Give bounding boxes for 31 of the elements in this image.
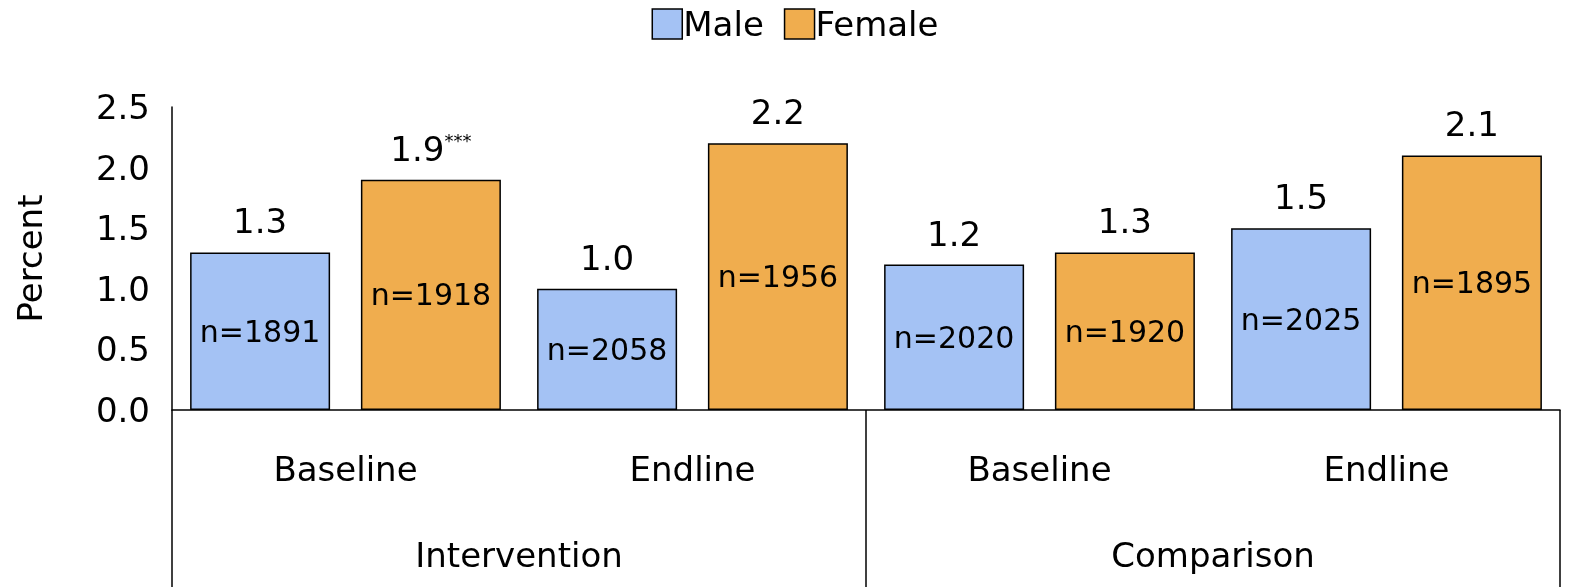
y-tick-label: 2.0 [95,147,150,188]
annotation: n=1918 [370,277,492,313]
data-label: 1.3 [233,201,288,242]
annotation: n=1920 [1064,313,1186,349]
annotation: n=2025 [1240,301,1362,337]
data-label: 2.1 [1444,104,1499,145]
y-tick-label: 0.5 [95,329,150,370]
data-label: 2.2 [750,92,805,133]
text: Comparison [1111,535,1315,575]
annotation: n=1895 [1411,265,1533,301]
y-tick-label: 1.0 [95,268,150,309]
data-label: 1.2 [927,213,982,254]
legend-label: Female [815,4,939,44]
y-tick-label: 0.0 [95,390,150,430]
annotation: n=1891 [199,313,321,349]
x-tick-label: Baseline [273,449,418,489]
annotation: n=2020 [893,319,1015,355]
text: Intervention [415,535,623,575]
annotation: n=2058 [546,331,668,367]
y-axis-title: Percent [10,194,50,323]
data-label: 1.0 [580,237,635,278]
data-label: 1.3 [1097,201,1152,242]
x-tick-label: Endline [629,449,756,489]
x-tick-label: Endline [1323,449,1450,489]
data-label: 1.5 [1274,177,1329,218]
annotation: n=1956 [717,259,839,295]
y-tick-label: 2.5 [95,87,150,127]
x-tick-label: Baseline [967,449,1112,489]
y-tick-label: 1.5 [95,208,150,249]
data-label: 1.9*** [390,128,472,169]
legend-label: Male [683,4,764,44]
